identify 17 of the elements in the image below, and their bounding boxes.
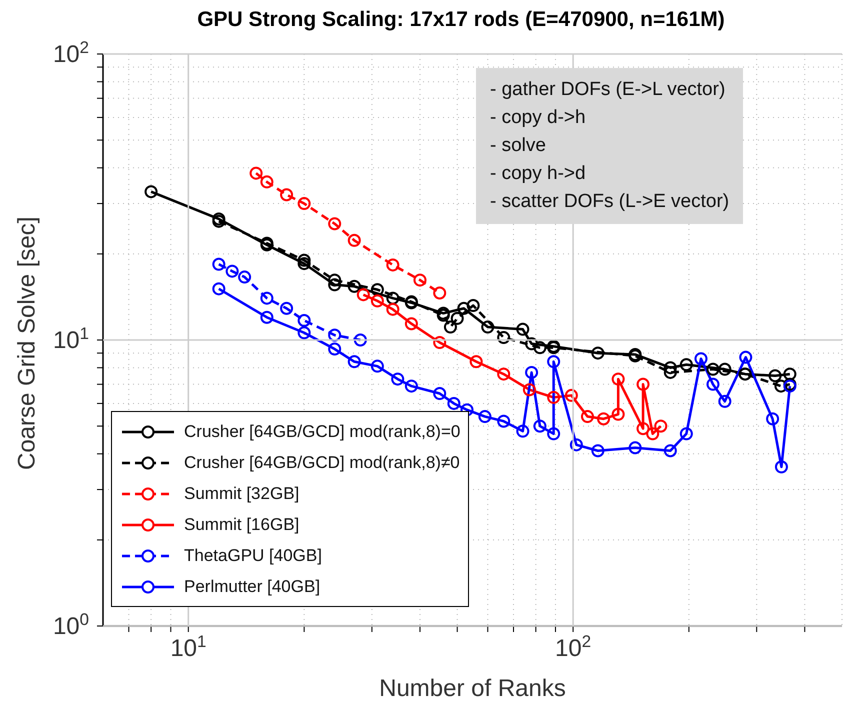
legend-label: Summit [32GB] [184, 484, 300, 504]
annotation: - scatter DOFs (L->E vector) [490, 190, 730, 214]
y-tick-label: 10$^{0}$ [52, 610, 89, 640]
legend-label: Crusher [64GB/GCD] mod(rank,8)≠0 [184, 452, 460, 472]
y-axis-title: Coarse Grid Solve [sec] [14, 216, 41, 470]
annotation: - copy d->h [490, 106, 587, 130]
legend-label: Summit [16GB] [184, 514, 300, 534]
legend-label: Perlmutter [40GB] [184, 576, 320, 596]
annotation: - solve [490, 134, 547, 158]
annotation: - gather DOFs (E->L vector) [490, 78, 726, 102]
y-tick-label: 10$^{1}$ [52, 324, 89, 354]
legend-label: ThetaGPU [40GB] [184, 546, 322, 566]
chart-title: GPU Strong Scaling: 17x17 rods (E=470900, n=161M) [196, 8, 726, 33]
x-axis-title: Number of Ranks [379, 675, 566, 702]
annotation: - copy h->d [490, 162, 587, 186]
y-tick-label: 10$^{2}$ [52, 38, 89, 68]
legend-label: Crusher [64GB/GCD] mod(rank,8)=0 [184, 422, 460, 442]
